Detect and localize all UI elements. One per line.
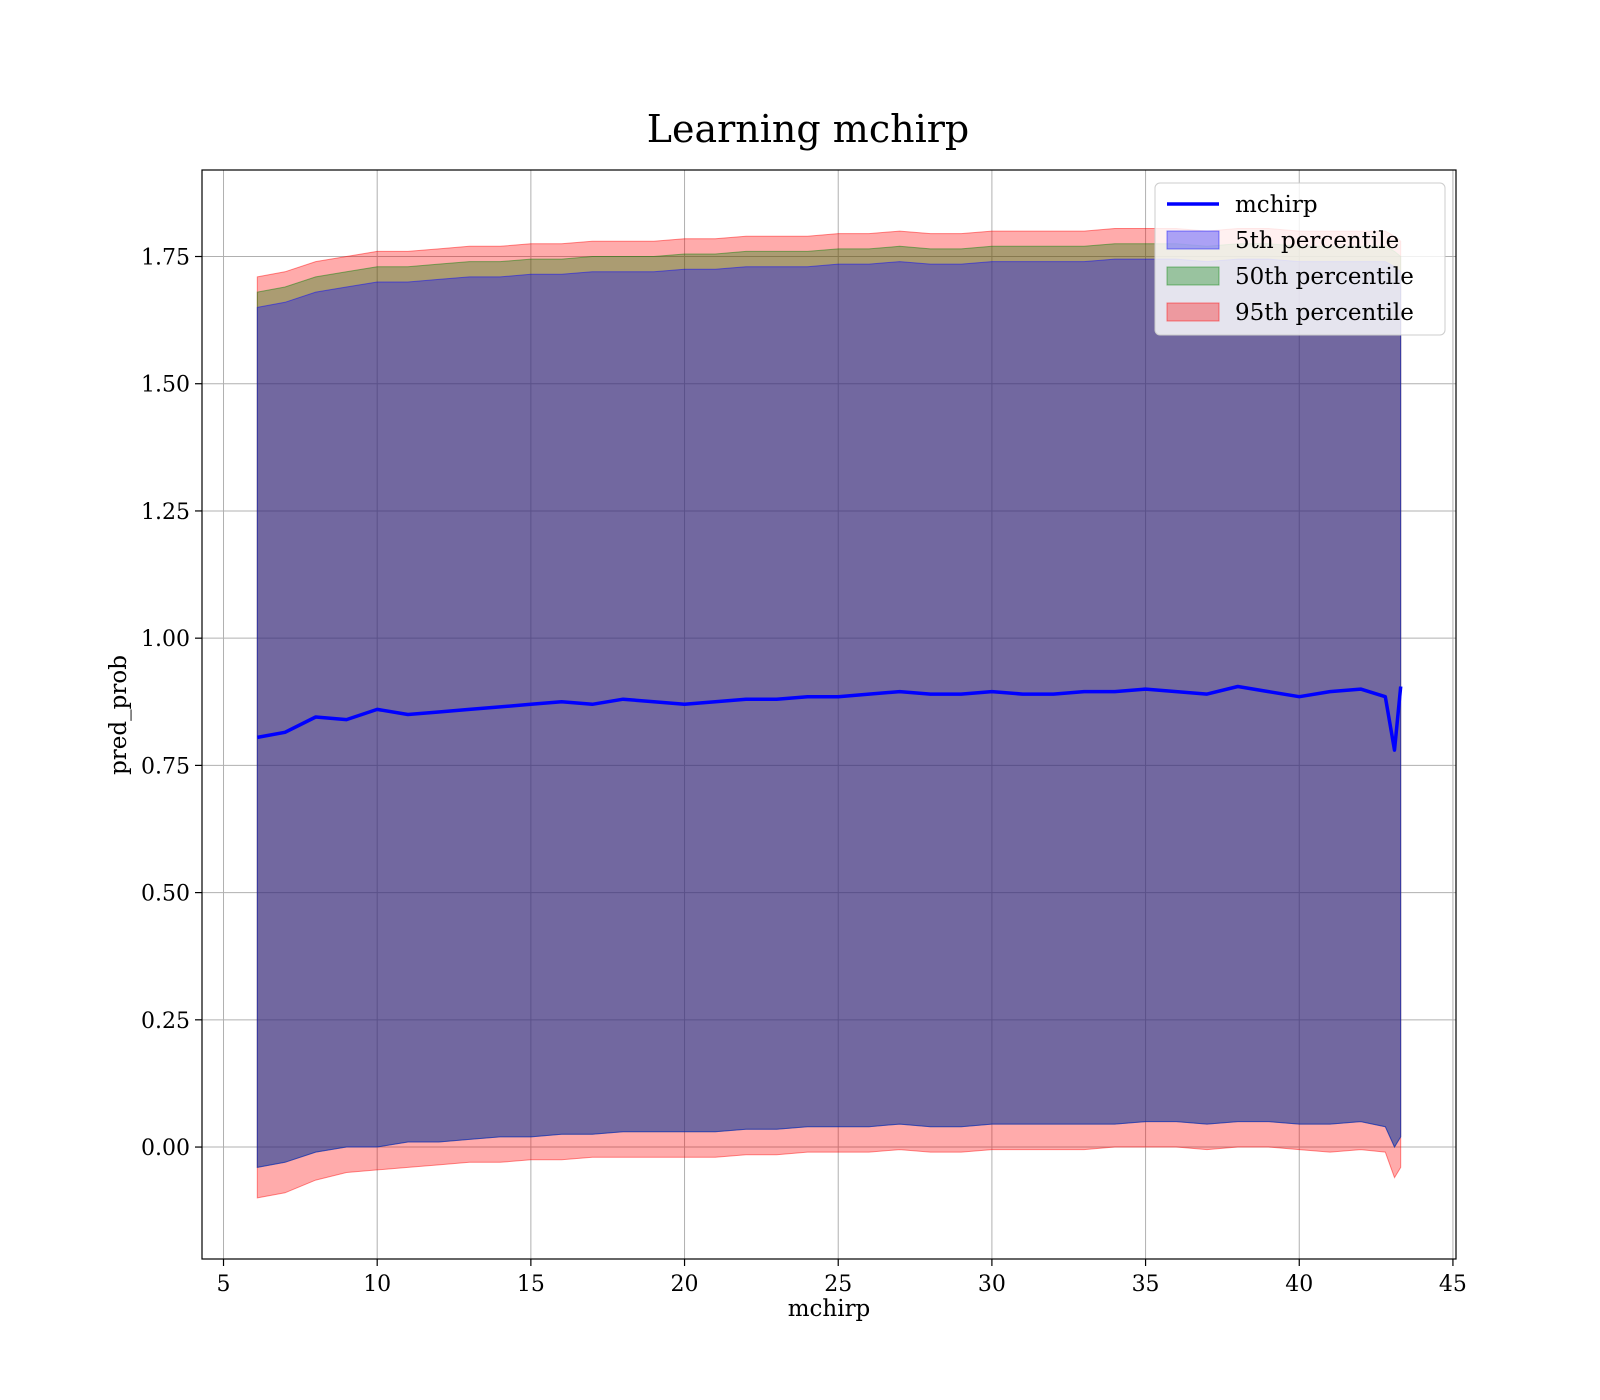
legend-swatch-band [1166,266,1220,286]
grid [202,170,1456,1259]
y-tick-label: 0.00 [141,1136,190,1161]
chart-title: Learning mchirp [647,107,969,151]
x-axis-ticks: 5 10 15 20 25 30 35 40 45 [217,1259,1467,1297]
bands [256,228,1402,1199]
x-tick-label: 15 [517,1272,545,1297]
legend-box [1154,182,1446,336]
x-tick-label: 35 [1132,1272,1160,1297]
y-tick-label: 1.50 [141,373,190,398]
legend-swatch-band [1166,302,1220,322]
x-tick-label: 40 [1285,1272,1313,1297]
x-tick-label: 45 [1439,1272,1467,1297]
y-tick-label: 1.25 [141,500,190,525]
legend: mchirp 5th percentile 50th percentile 95th … [1154,182,1446,336]
x-tick-label: 5 [217,1272,231,1297]
legend-entry-label: 50th percentile [1235,264,1414,290]
y-tick-label: 0.25 [141,1009,190,1034]
plot-frame [201,169,1457,1260]
legend-entry-label: 5th percentile [1235,228,1399,254]
y-tick-label: 0.50 [141,882,190,907]
x-tick-label: 30 [978,1272,1006,1297]
y-tick-label: 1.75 [141,246,190,271]
y-tick-label: 1.00 [141,627,190,652]
band-50th-percentile [256,243,1402,1169]
y-tick-label: 0.75 [141,754,190,779]
band-5th-percentile [256,258,1402,1169]
band-95th-percentile [256,228,1402,1199]
x-tick-label: 25 [824,1272,852,1297]
y-axis-label: pred_prob [106,655,132,775]
legend-entry-label: 95th percentile [1235,300,1414,326]
lines [256,684,1403,752]
legend-entry-label: mchirp [1235,192,1318,218]
x-axis-label: mchirp [788,1296,871,1322]
y-axis-ticks: 0.00 0.25 0.50 0.75 1.00 1.25 1.50 1.75 [141,246,202,1161]
legend-swatch-band [1166,230,1220,250]
x-tick-label: 10 [363,1272,391,1297]
line-mchirp [256,684,1403,752]
x-tick-label: 20 [671,1272,699,1297]
